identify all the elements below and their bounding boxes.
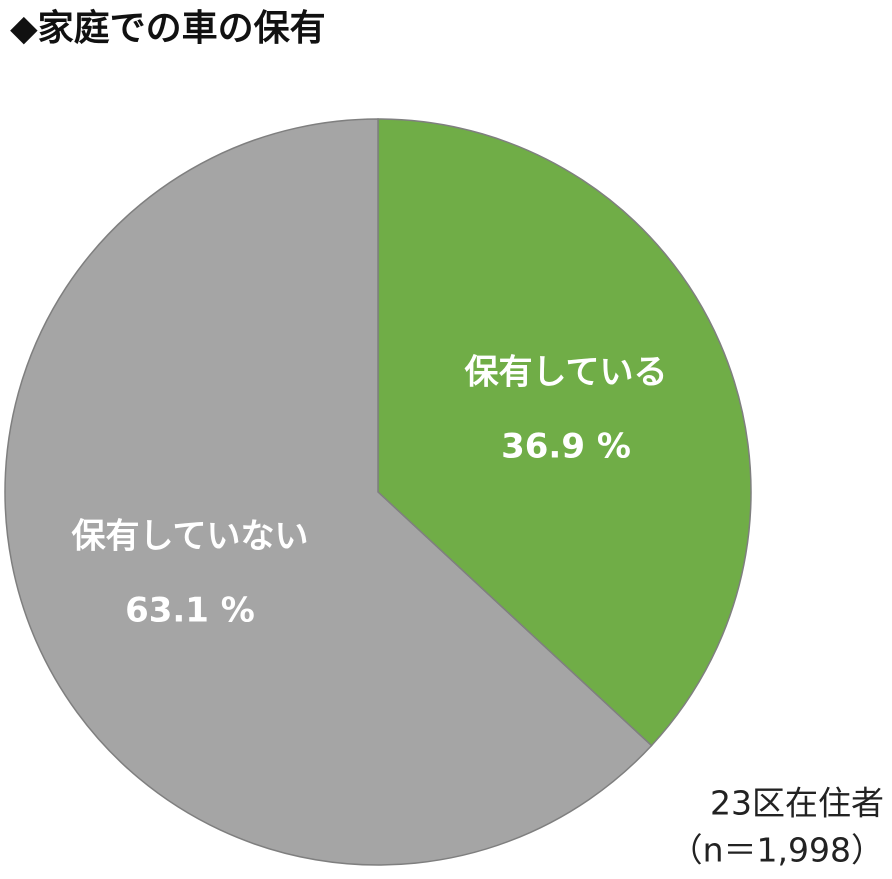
pie-slice (4, 118, 653, 866)
slice-label: 保有していない (71, 517, 308, 557)
annotation: 23区在住者 (710, 784, 884, 823)
value-label: 36.9 % (501, 426, 631, 466)
pie-slice (377, 118, 752, 747)
value-label: 63.1 % (125, 591, 255, 631)
slice-label: 保有している (465, 352, 668, 392)
chart-title: ◆家庭での車の保有 (10, 8, 326, 49)
annotation: （n＝1,998） (670, 831, 884, 870)
